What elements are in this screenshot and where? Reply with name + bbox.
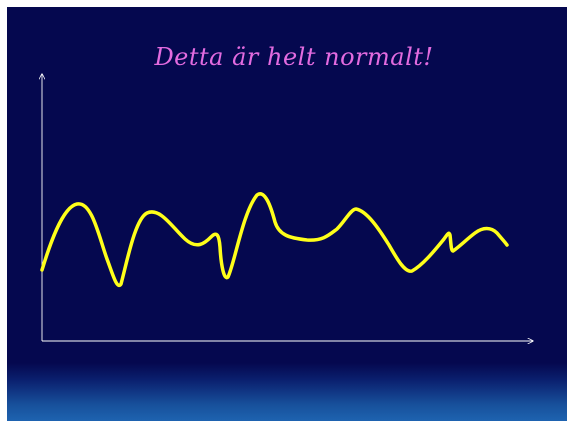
slide: Detta är helt normalt! — [7, 7, 567, 421]
wavy-curve — [40, 192, 509, 288]
line-graph — [7, 7, 567, 421]
slide-title: Detta är helt normalt! — [154, 43, 434, 71]
